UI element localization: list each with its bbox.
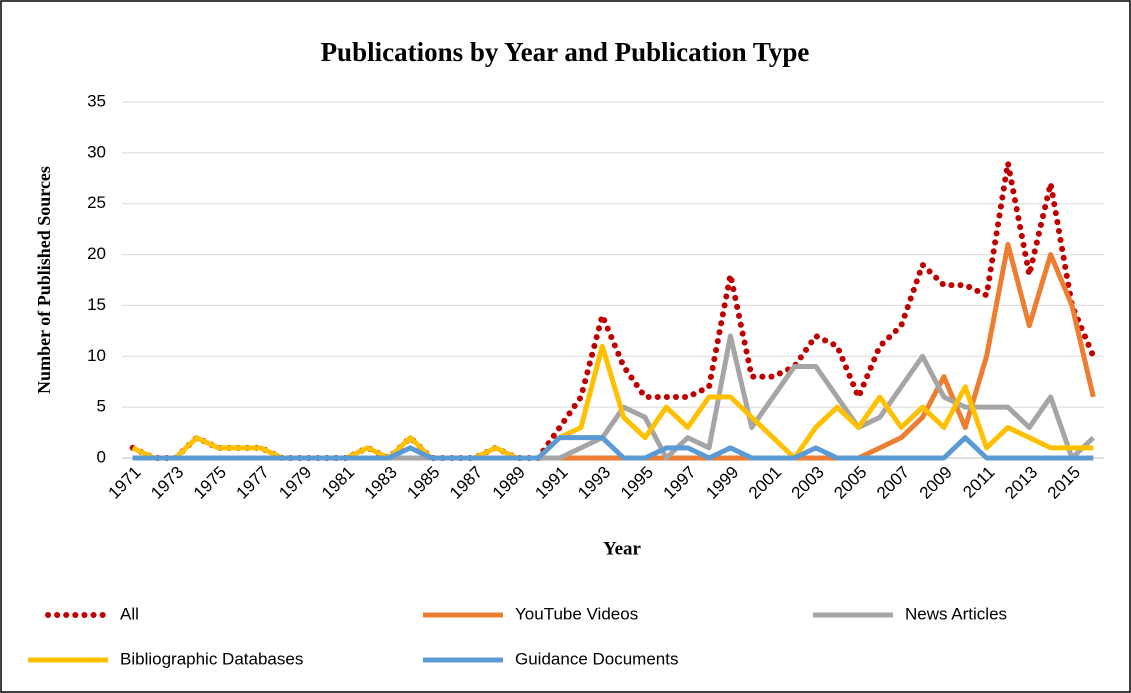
legend-label: YouTube Videos	[515, 604, 638, 623]
x-axis-title: Year	[603, 538, 642, 559]
y-tick-label: 15	[87, 295, 106, 314]
chart-title: Publications by Year and Publication Typ…	[321, 37, 810, 67]
y-tick-label: 35	[87, 91, 106, 110]
series-line	[132, 435, 1094, 461]
y-axis-title: Number of Published Sources	[34, 166, 54, 394]
legend-label: All	[120, 604, 139, 623]
y-tick-label: 25	[87, 193, 106, 212]
y-tick-label: 30	[87, 142, 106, 161]
y-tick-label: 20	[87, 244, 106, 263]
y-tick-label: 10	[87, 346, 106, 365]
legend-label: Guidance Documents	[515, 649, 678, 668]
legend-label: Bibliographic Databases	[120, 649, 303, 668]
legend-label: News Articles	[905, 604, 1007, 623]
y-tick-label: 0	[97, 447, 106, 466]
y-tick-label: 5	[97, 397, 106, 416]
